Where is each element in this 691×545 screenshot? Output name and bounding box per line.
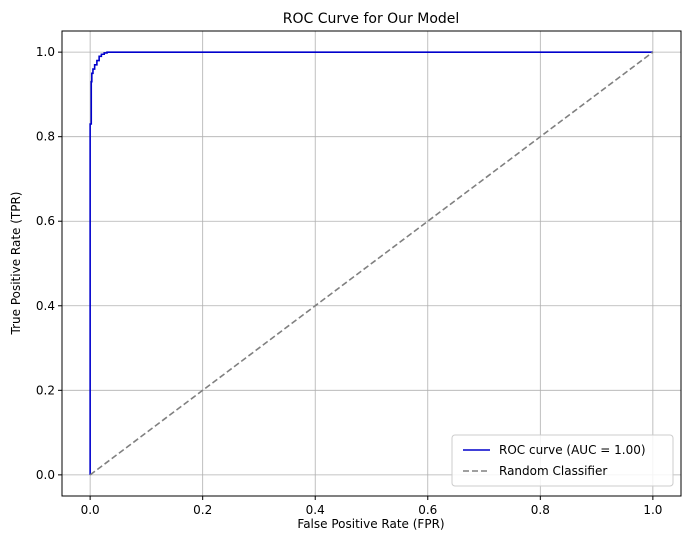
x-tick-label: 0.0 <box>81 503 100 517</box>
x-axis-label: False Positive Rate (FPR) <box>297 517 444 531</box>
legend-label-random: Random Classifier <box>499 464 607 478</box>
y-tick-label: 0.0 <box>36 468 55 482</box>
x-tick-label: 0.8 <box>531 503 550 517</box>
chart-title: ROC Curve for Our Model <box>283 11 460 27</box>
legend-label-roc: ROC curve (AUC = 1.00) <box>499 443 646 457</box>
y-tick-label: 0.2 <box>36 383 55 397</box>
x-tick-label: 0.2 <box>193 503 212 517</box>
random-classifier-line <box>89 51 654 476</box>
x-tick-label: 0.4 <box>306 503 325 517</box>
y-tick-label: 0.6 <box>36 214 55 228</box>
series-group <box>89 51 654 476</box>
y-axis-label: True Positive Rate (TPR) <box>9 192 23 336</box>
y-tick-label: 0.8 <box>36 130 55 144</box>
y-tick-label: 1.0 <box>36 45 55 59</box>
legend-box <box>451 434 674 487</box>
x-tick-label: 0.6 <box>418 503 437 517</box>
y-ticks: 0.0 0.2 0.4 0.6 0.8 1.0 <box>36 45 62 482</box>
x-ticks: 0.0 0.2 0.4 0.6 0.8 1.0 <box>81 496 662 517</box>
legend: ROC curve (AUC = 1.00) Random Classifier <box>451 434 674 487</box>
roc-curve-line <box>89 51 653 475</box>
y-tick-label: 0.4 <box>36 299 55 313</box>
x-tick-label: 1.0 <box>643 503 662 517</box>
plot-frame <box>61 30 682 497</box>
